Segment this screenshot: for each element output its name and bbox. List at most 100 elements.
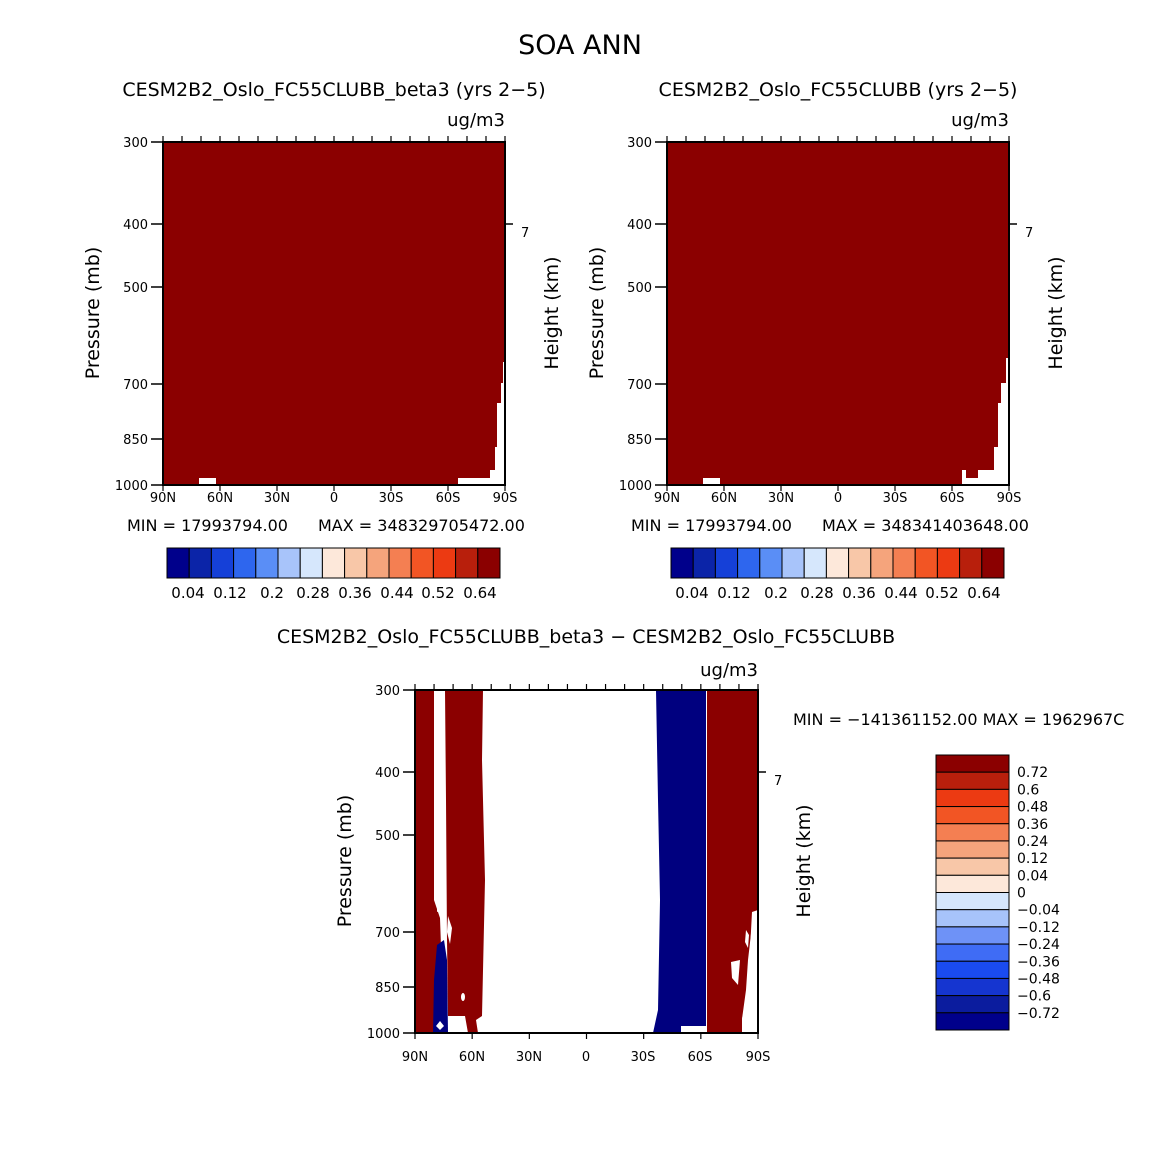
panel-diff-cbar-label: −0.6 <box>1017 989 1051 1005</box>
colorbar-swatch <box>781 547 805 579</box>
panel-diff-fill <box>415 690 758 1033</box>
panel-diff-xtick-60n: 60N <box>459 1050 485 1065</box>
panel-left-ytick-700: 700 <box>123 378 148 393</box>
panel-right-title: CESM2B2_Oslo_FC55CLUBB (yrs 2−5) <box>659 79 1018 101</box>
colorbar-swatch <box>935 806 1010 825</box>
panel-diff-positive-band-north-2 <box>445 690 485 1033</box>
panel-left-min: MIN = 17993794.00 <box>127 516 288 535</box>
panel-diff-gap-3 <box>447 916 452 944</box>
colorbar-swatch <box>277 547 301 579</box>
panel-diff-cbar-label: 0 <box>1017 886 1026 902</box>
panel-right-colorbar-labels: 0.04 0.12 0.2 0.28 0.36 0.44 0.52 0.64 <box>675 584 1000 602</box>
panel-right-gap-surface-south <box>962 358 1009 485</box>
panel-left-fill <box>163 142 505 485</box>
panel-diff-minor-ticks <box>414 684 759 1039</box>
colorbar-swatch <box>670 547 694 579</box>
colorbar-swatch <box>692 547 716 579</box>
panel-right-cbar-label: 0.52 <box>925 584 958 602</box>
panel-right-ytick-300: 300 <box>627 136 652 151</box>
panel-diff-cbar-label: 0.36 <box>1017 817 1048 833</box>
panel-left-gap-surface-north <box>199 478 216 485</box>
panel-left-colorbar <box>166 547 501 579</box>
colorbar-swatch <box>959 547 983 579</box>
colorbar-swatch <box>892 547 916 579</box>
panel-right-xtick-30n: 30N <box>768 491 794 506</box>
panel-diff-xtick-30n: 30N <box>516 1050 542 1065</box>
panel-diff-cbar-label: −0.72 <box>1017 1006 1060 1022</box>
panel-right-xtick-60s: 60S <box>940 491 965 506</box>
colorbar-swatch <box>366 547 390 579</box>
panel-diff-ytick-850: 850 <box>375 981 400 996</box>
panel-diff-xtick-0: 0 <box>582 1050 590 1065</box>
panel-diff-cbar-label: 0.72 <box>1017 765 1048 781</box>
panel-diff-colorbar-labels: 0.72 0.6 0.48 0.36 0.24 0.12 0.04 0 −0.0… <box>1017 765 1060 1022</box>
colorbar-swatch <box>870 547 894 579</box>
panel-right-gap-surface-north <box>703 478 720 485</box>
panel-left-yticks: 300 400 500 700 850 1000 <box>115 136 513 494</box>
panel-left: CESM2B2_Oslo_FC55CLUBB_beta3 (yrs 2−5) u… <box>82 79 563 602</box>
panel-left-minor-ticks <box>162 136 506 491</box>
panel-diff-cbar-label: −0.04 <box>1017 903 1060 919</box>
panel-right-xtick-90s: 90S <box>997 491 1022 506</box>
panel-left-cbar-label: 0.44 <box>380 584 413 602</box>
panel-diff-xticks: 90N 60N 30N 0 30S 60S 90S <box>402 1050 771 1065</box>
panel-left-ytick-1000: 1000 <box>115 479 148 494</box>
colorbar-swatch <box>714 547 739 579</box>
panel-diff-cbar-label: 0.12 <box>1017 851 1048 867</box>
panel-right-fill-main <box>667 142 1009 485</box>
colorbar-swatch <box>477 547 501 579</box>
panel-right: CESM2B2_Oslo_FC55CLUBB (yrs 2−5) ug/m3 3… <box>586 79 1067 602</box>
panel-diff-xtick-90n: 90N <box>402 1050 428 1065</box>
panel-left-gap-surface-south <box>458 362 505 485</box>
colorbar-swatch <box>981 547 1005 579</box>
panel-right-right-tick-7: 7 <box>1025 226 1033 241</box>
panel-right-min: MIN = 17993794.00 <box>631 516 792 535</box>
panel-left-title: CESM2B2_Oslo_FC55CLUBB_beta3 (yrs 2−5) <box>122 79 545 101</box>
panel-diff-xtick-90s: 90S <box>746 1050 771 1065</box>
panel-right-cbar-label: 0.36 <box>842 584 875 602</box>
panel-left-fill-main <box>163 142 505 485</box>
colorbar-swatch <box>455 547 479 579</box>
colorbar-swatch <box>936 547 961 579</box>
panel-diff-negative-north <box>433 940 448 1033</box>
panel-diff-gap-6 <box>745 930 749 948</box>
colorbar-swatch <box>935 788 1010 808</box>
colorbar-swatch <box>935 754 1010 773</box>
panel-right-cbar-label: 0.64 <box>967 584 1000 602</box>
panel-right-xtick-60n: 60N <box>711 491 737 506</box>
colorbar-swatch <box>935 977 1010 997</box>
panel-left-max: MAX = 348329705472.00 <box>318 516 525 535</box>
panel-left-xtick-60s: 60S <box>436 491 461 506</box>
panel-right-cbar-label: 0.2 <box>764 584 788 602</box>
panel-diff-ytick-marks <box>403 689 766 1034</box>
panel-left-cbar-label: 0.36 <box>338 584 371 602</box>
panel-diff-minmax: MIN = −141361152.00 MAX = 1962967C <box>793 710 1124 729</box>
panel-left-xtick-90s: 90S <box>493 491 518 506</box>
panel-left-ylabel: Pressure (mb) <box>82 247 104 380</box>
panel-diff-cbar-label: 0.6 <box>1017 782 1039 798</box>
colorbar-swatch <box>233 547 257 579</box>
panel-left-cbar-label: 0.2 <box>260 584 284 602</box>
panel-right-ytick-700: 700 <box>627 378 652 393</box>
panel-left-right-label: Height (km) <box>541 256 563 369</box>
panel-right-ytick-500: 500 <box>627 281 652 296</box>
panel-diff-xtick-60s: 60S <box>688 1050 713 1065</box>
panel-right-ytick-1000: 1000 <box>619 479 652 494</box>
colorbar-swatch <box>737 547 761 579</box>
panel-diff-ylabel: Pressure (mb) <box>334 795 356 928</box>
colorbar-swatch <box>935 823 1010 842</box>
colorbar-swatch <box>935 943 1010 962</box>
panel-diff-colorbar <box>935 754 1010 1031</box>
colorbar-swatch <box>210 547 235 579</box>
panel-left-ytick-marks <box>151 141 513 486</box>
panel-left-colorbar-labels: 0.04 0.12 0.2 0.28 0.36 0.44 0.52 0.64 <box>171 584 496 602</box>
panel-left-cbar-label: 0.52 <box>421 584 454 602</box>
panel-right-xticks: 90N 60N 30N 0 30S 60S 90S <box>654 491 1022 506</box>
panel-right-cbar-label: 0.12 <box>717 584 750 602</box>
panel-left-cbar-label: 0.04 <box>171 584 204 602</box>
colorbar-swatch <box>935 1012 1010 1031</box>
panel-left-xtick-30n: 30N <box>264 491 290 506</box>
colorbar-swatch <box>410 547 434 579</box>
colorbar-swatch <box>935 926 1010 945</box>
panel-right-cbar-label: 0.44 <box>884 584 917 602</box>
